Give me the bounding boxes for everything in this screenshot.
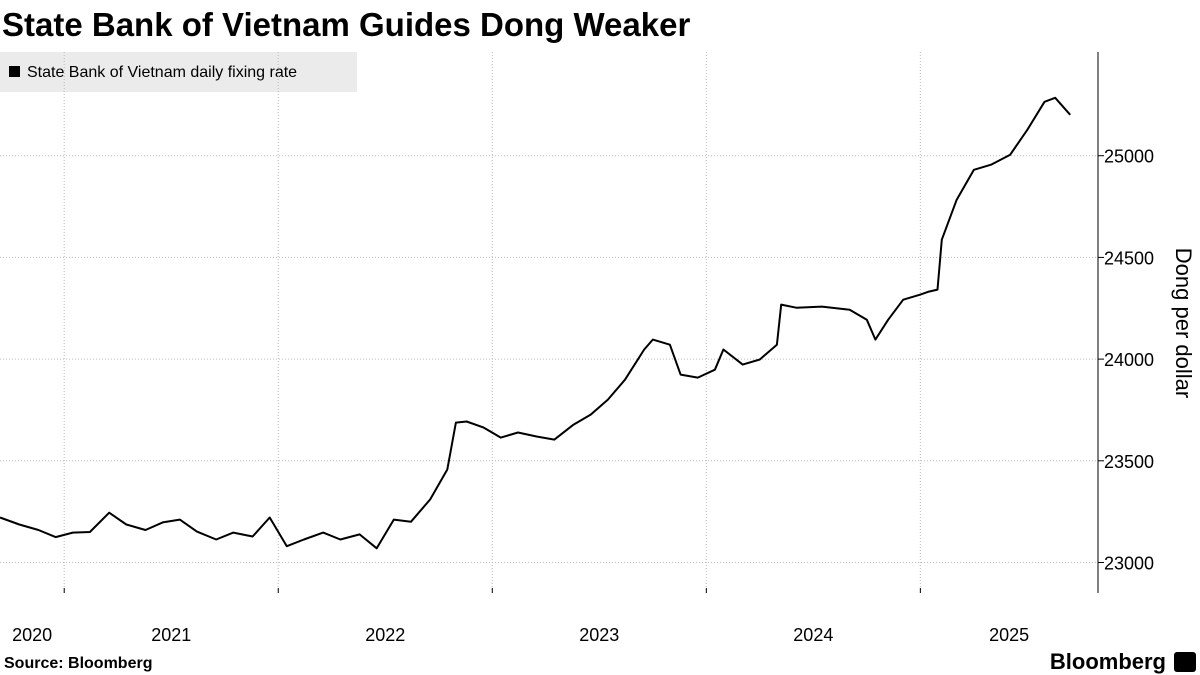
line — [0, 96, 1071, 550]
y-tick-label: 25000 — [1104, 147, 1154, 167]
x-tick-label: 2023 — [579, 625, 619, 645]
source: Source: Bloomberg — [4, 655, 152, 672]
chart-title: State Bank of Vietnam Guides Dong Weaker — [2, 6, 690, 43]
x-tick-label: 2021 — [151, 625, 191, 645]
x-tick-label: 2020 — [12, 625, 52, 645]
x-tick-label: 2025 — [989, 625, 1029, 645]
y-tick-label: 24500 — [1104, 248, 1154, 268]
y-tick-label: 23500 — [1104, 452, 1154, 472]
y-tick-label: 23000 — [1104, 553, 1154, 573]
legend-label: State Bank of Vietnam daily fixing rate — [27, 64, 297, 81]
y-tick-label: 24000 — [1104, 350, 1154, 370]
brand: Bloomberg — [1050, 649, 1166, 674]
legend-box — [0, 52, 357, 92]
legend-swatch — [9, 66, 20, 77]
x-tick-label: 2024 — [793, 625, 833, 645]
x-tick-label: 2022 — [365, 625, 405, 645]
y-axis-label: Dong per dollar — [1171, 248, 1196, 398]
brand-icon — [1174, 652, 1196, 672]
